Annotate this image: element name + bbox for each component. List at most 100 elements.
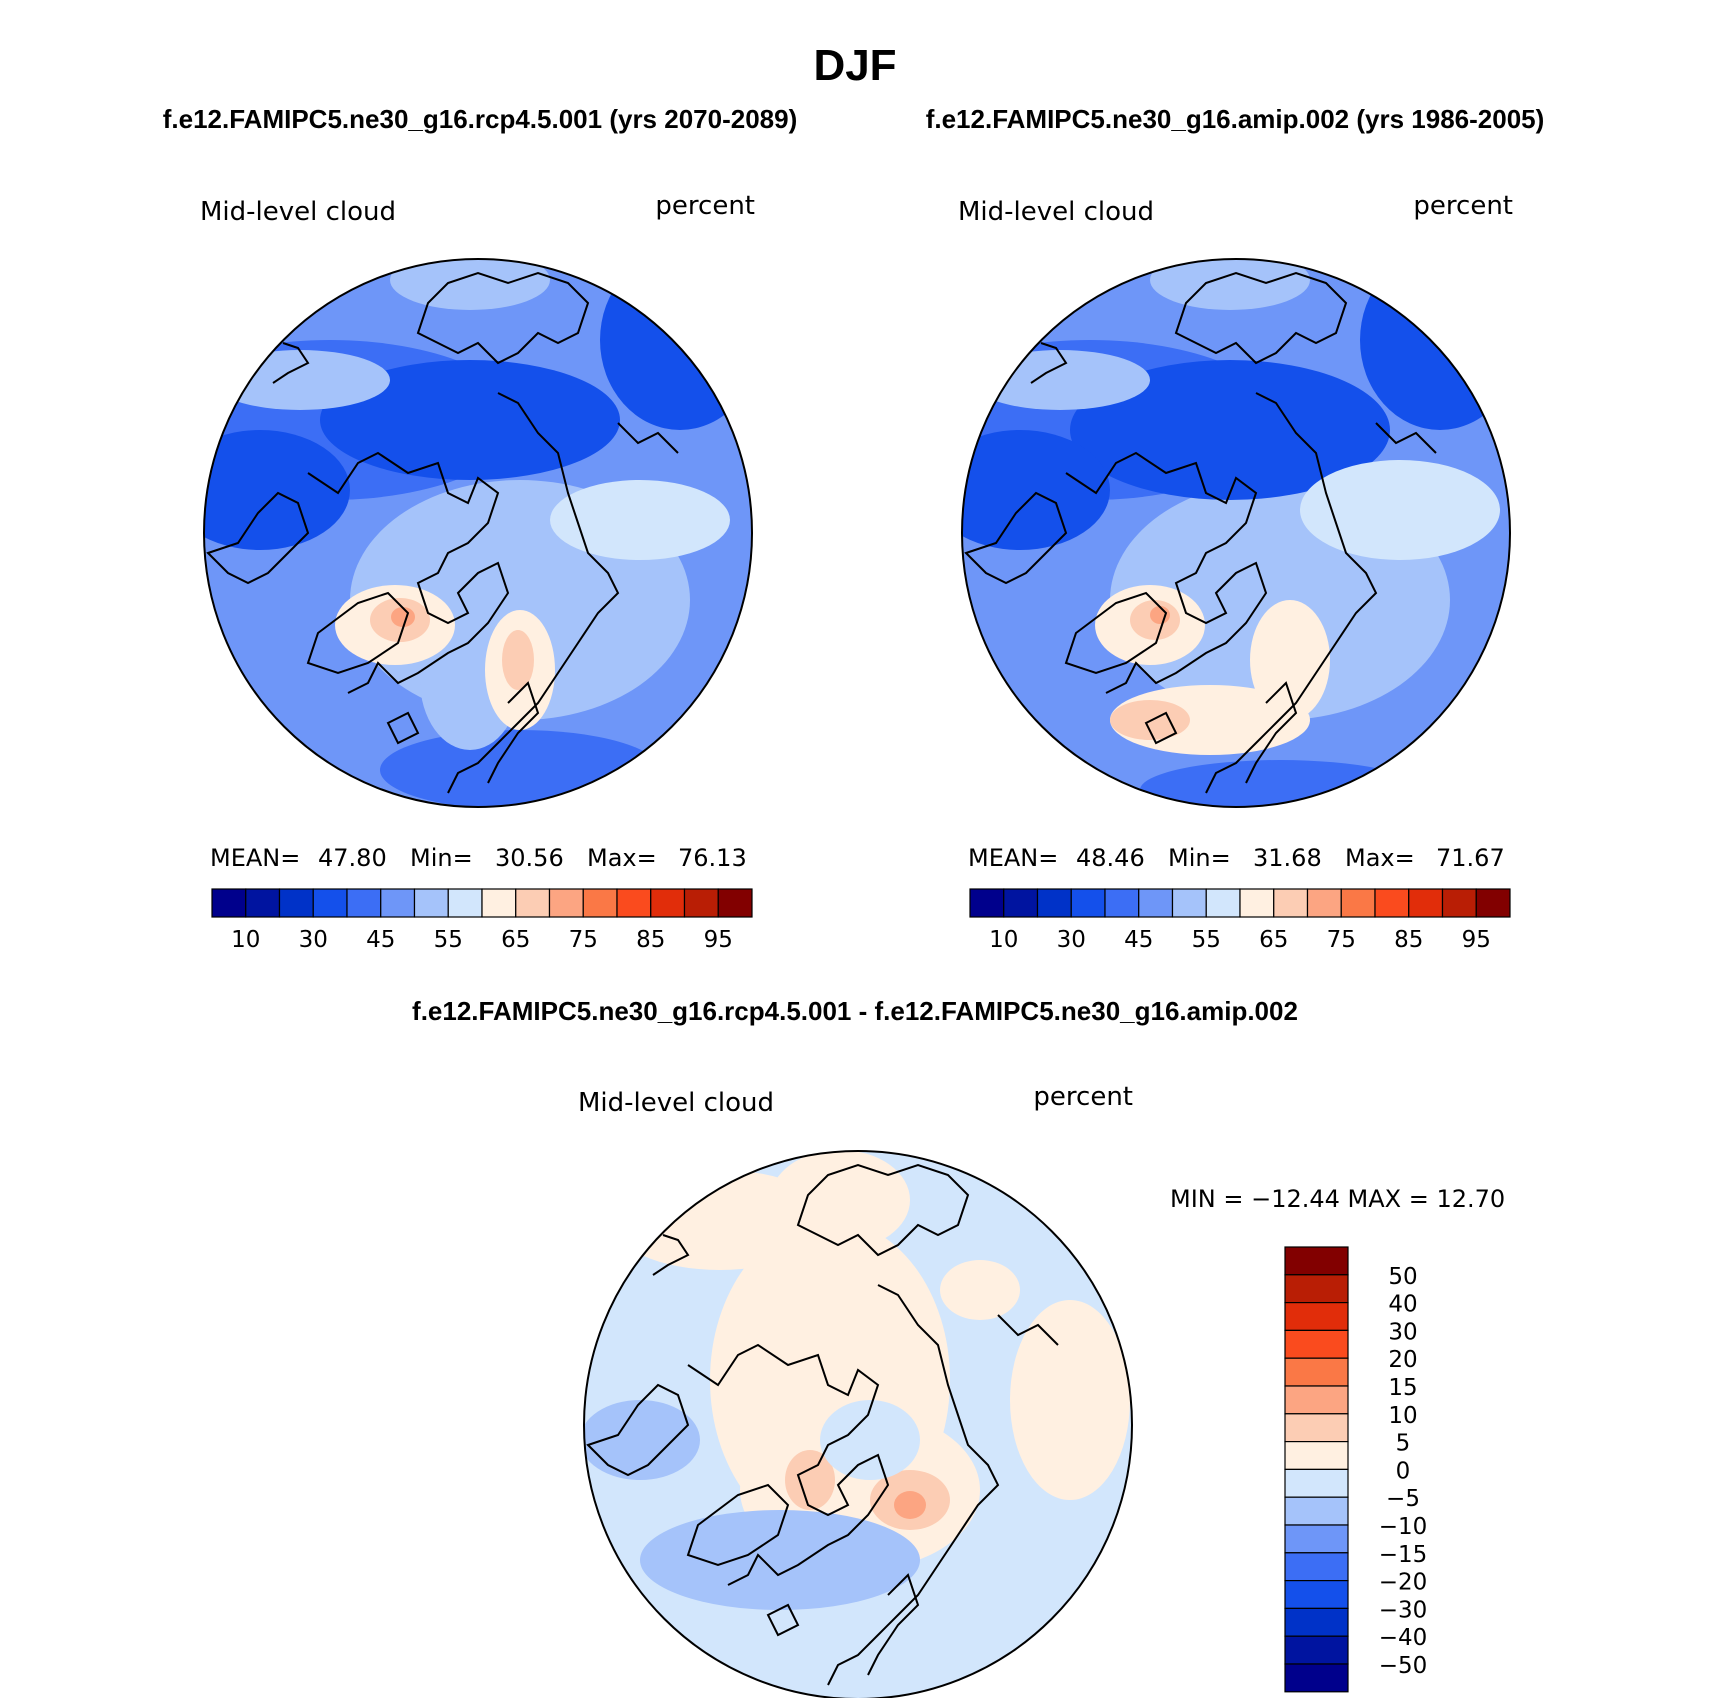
colorbar-label: 75 [1327,927,1356,953]
colorbar-swatch [1273,888,1309,918]
colorbar-label: −50 [1379,1653,1428,1679]
colorbar-swatch [1070,888,1106,918]
colorbar-swatch [1284,1552,1349,1582]
colorbar-swatch [1284,1301,1349,1331]
colorbar-swatch [1205,888,1241,918]
map-panel-rcp45: Mid-level cloud percent MEAN= 47.80 Min [200,191,755,953]
colorbar-swatch [548,888,584,918]
colorbar-label: 15 [1388,1375,1417,1401]
colorbar-label: 30 [1057,927,1086,953]
colorbar-label: 55 [1192,927,1221,953]
colorbar-swatch [1306,888,1342,918]
colorbar-swatch [1284,1357,1349,1387]
colorbar-label: 45 [366,927,395,953]
colorbar-swatch [1284,1607,1349,1637]
min-max-stats: MIN = −12.44 MAX = 12.70 [1170,1185,1505,1213]
colorbar-swatch [245,888,281,918]
min-label: Min= [410,844,473,872]
colorbar-swatch [1284,1663,1349,1693]
max-value: 76.13 [678,844,747,872]
colorbar-swatch [1284,1635,1349,1665]
colorbar-label: 20 [1388,1347,1417,1373]
max-label: Max= [1345,844,1415,872]
colorbar-swatch [1284,1524,1349,1554]
colorbar-swatch [1284,1274,1349,1304]
colorbar: 10 30 45 55 65 75 85 95 [969,888,1511,953]
colorbar-swatch [650,888,686,918]
map-panel-difference: Mid-level cloud percent MIN = −12.44 MAX… [578,1082,1505,1698]
colorbar-label: 10 [1388,1403,1417,1429]
colorbar-swatch [616,888,652,918]
colorbar-swatch [515,888,551,918]
colorbar-label: −30 [1379,1597,1428,1623]
colorbar-label: −5 [1386,1486,1420,1512]
colorbar-label: 0 [1396,1458,1411,1484]
variable-label: Mid-level cloud [200,197,396,227]
colorbar-label: 65 [501,927,530,953]
colorbar-swatch [481,888,517,918]
colorbar-label: 45 [1124,927,1153,953]
colorbar-swatch [1284,1468,1349,1498]
colorbar-label: 10 [989,927,1018,953]
colorbar-swatch [211,888,247,918]
colorbar-label: 30 [1388,1319,1417,1345]
colorbar-swatch [1284,1496,1349,1526]
colorbar-swatch [969,888,1005,918]
subtitle-rcp45: f.e12.FAMIPC5.ne30_g16.rcp4.5.001 (yrs 2… [163,104,798,134]
colorbar-label: −10 [1379,1514,1428,1540]
max-label: Max= [587,844,657,872]
min-label: Min= [1168,844,1231,872]
colorbar-swatch [683,888,719,918]
colorbar-swatch [582,888,618,918]
min-value: 31.68 [1253,844,1322,872]
colorbar-swatch [1284,1385,1349,1415]
mean-value: 48.46 [1076,844,1145,872]
mean-label: MEAN= [210,844,300,872]
colorbar-swatch [1374,888,1410,918]
variable-label: Mid-level cloud [958,197,1154,227]
subtitle-amip: f.e12.FAMIPC5.ne30_g16.amip.002 (yrs 198… [926,104,1545,134]
colorbar-label: 85 [1394,927,1423,953]
colorbar-swatch [1284,1440,1349,1470]
variable-label: Mid-level cloud [578,1088,774,1118]
colorbar-label: 50 [1388,1264,1417,1290]
colorbar-swatch [1239,888,1275,918]
colorbar-swatch [1138,888,1174,918]
colorbar-swatch [380,888,416,918]
min-value: 30.56 [495,844,564,872]
colorbar-swatch [1340,888,1376,918]
colorbar-swatch [1003,888,1039,918]
colorbar-swatch [312,888,348,918]
colorbar-label: 95 [704,927,733,953]
colorbar-label: 65 [1259,927,1288,953]
map-panel-amip: Mid-level cloud percent MEAN= 48.46 Min [958,191,1513,953]
colorbar-label: 95 [1462,927,1491,953]
colorbar-swatch [278,888,314,918]
colorbar-label: 40 [1388,1292,1417,1318]
units-label: percent [655,191,755,221]
colorbar-label: 30 [299,927,328,953]
colorbar-label: 10 [231,927,260,953]
colorbar-swatch [1441,888,1477,918]
colorbar-swatch [1284,1579,1349,1609]
cloud-difference-field [584,1151,1132,1698]
colorbar-label: −40 [1379,1625,1428,1651]
colorbar-swatch [1284,1246,1349,1276]
colorbar-swatch [1284,1329,1349,1359]
units-label: percent [1413,191,1513,221]
colorbar-label: −15 [1379,1542,1428,1568]
max-value: 71.67 [1436,844,1505,872]
mean-label: MEAN= [968,844,1058,872]
colorbar-label: 55 [434,927,463,953]
colorbar-swatch [447,888,483,918]
colorbar-swatch [1284,1413,1349,1443]
colorbar-swatch [1036,888,1072,918]
colorbar-swatch [1104,888,1140,918]
difference-title: f.e12.FAMIPC5.ne30_g16.rcp4.5.001 - f.e1… [412,996,1298,1026]
figure-title: DJF [813,41,896,90]
units-label: percent [1033,1082,1133,1112]
colorbar-label: −20 [1379,1570,1428,1596]
colorbar-swatch [413,888,449,918]
